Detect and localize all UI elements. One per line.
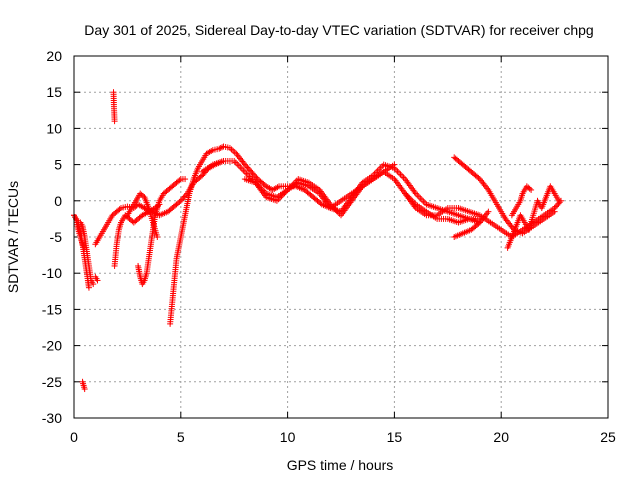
data-point: [252, 173, 259, 180]
data-point: [182, 176, 189, 183]
data-point: [94, 277, 101, 284]
data-point: [400, 174, 407, 181]
data-point: [197, 173, 204, 180]
data-point: [552, 203, 559, 210]
y-tick-label: -5: [50, 229, 63, 245]
data-point: [250, 171, 257, 178]
data-point: [420, 198, 427, 205]
data-point: [247, 167, 254, 174]
y-tick-label: 20: [46, 48, 62, 64]
data-point: [240, 167, 247, 174]
data-point: [90, 281, 97, 288]
data-point: [556, 199, 563, 206]
data-points: [71, 89, 565, 393]
y-tick-label: -15: [42, 301, 62, 317]
data-point: [417, 195, 424, 202]
data-point: [85, 284, 92, 291]
chart-title: Day 301 of 2025, Sidereal Day-to-day VTE…: [84, 22, 593, 38]
y-tick-label: 10: [46, 120, 62, 136]
x-tick-label: 10: [280, 429, 296, 445]
data-point: [137, 213, 144, 220]
data-point: [555, 197, 562, 204]
ticks: 0 5 10 15 20 25 -30 -25 -20 -15 -10 -5 0 5 10 15 20: [42, 48, 616, 445]
x-tick-label: 5: [177, 429, 185, 445]
data-point: [243, 163, 250, 170]
data-point: [551, 208, 558, 215]
data-point: [399, 172, 406, 179]
data-point: [217, 144, 224, 151]
data-point: [395, 169, 402, 176]
grid: [74, 56, 608, 418]
y-tick-label: -25: [42, 374, 62, 390]
x-axis-label: GPS time / hours: [287, 457, 394, 473]
data-point: [414, 192, 421, 199]
data-point: [253, 174, 260, 181]
data-point: [249, 170, 256, 177]
data-point: [485, 208, 492, 215]
data-point: [232, 159, 239, 166]
data-point: [554, 202, 561, 209]
x-tick-label: 25: [600, 429, 616, 445]
plot-frame: [73, 55, 609, 419]
data-point: [391, 161, 398, 168]
data-point: [418, 196, 425, 203]
data-point: [116, 206, 123, 213]
data-point: [234, 161, 241, 168]
data-point: [177, 197, 184, 204]
data-point: [394, 168, 401, 175]
x-tick-label: 0: [70, 429, 78, 445]
data-point: [154, 234, 161, 240]
y-axis-label: SDTVAR / TECUs: [5, 181, 21, 293]
data-point: [238, 165, 245, 172]
data-point: [245, 165, 252, 172]
data-point: [81, 386, 88, 393]
data-point: [111, 118, 118, 125]
data-point: [317, 200, 324, 207]
data-point: [176, 177, 183, 184]
y-tick-label: -10: [42, 265, 62, 281]
data-point: [526, 185, 533, 192]
data-point: [528, 186, 535, 193]
data-point: [140, 192, 147, 199]
y-tick-label: 15: [46, 84, 62, 100]
y-tick-label: -30: [42, 410, 62, 426]
data-point: [181, 193, 188, 200]
y-tick-label: -20: [42, 338, 62, 354]
data-point: [475, 174, 482, 181]
data-point: [415, 193, 422, 200]
y-tick-label: 5: [54, 157, 62, 173]
y-tick-label: 0: [54, 193, 62, 209]
data-point: [216, 145, 223, 152]
data-point: [241, 161, 248, 168]
data-point: [248, 168, 255, 175]
data-point: [261, 182, 268, 189]
data-point: [180, 194, 187, 201]
data-point: [179, 196, 186, 203]
data-point: [176, 199, 183, 206]
x-tick-label: 15: [387, 429, 403, 445]
data-point: [397, 171, 404, 178]
x-tick-label: 20: [493, 429, 509, 445]
data-point: [182, 192, 189, 199]
data-point: [475, 220, 482, 227]
data-point: [244, 164, 251, 171]
